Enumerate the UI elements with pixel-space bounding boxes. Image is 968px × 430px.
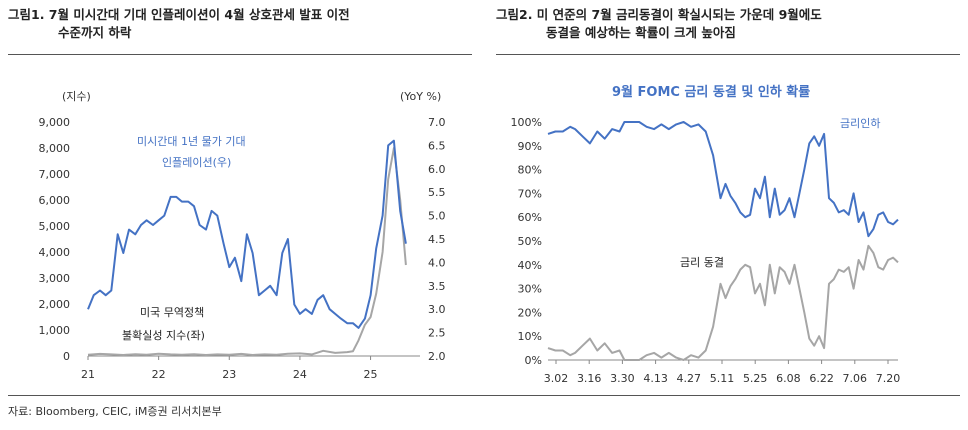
chart2-title: 그림2. 미 연준의 7월 금리동결이 확실시되는 가운데 9월에도 동결을 예… bbox=[496, 6, 822, 42]
chart2-x-tick-label: 7.20 bbox=[876, 372, 901, 385]
chart1-blue-annotation-line1: 미시간대 1년 물가 기대 bbox=[137, 135, 246, 148]
chart1-left-tick-label: 9,000 bbox=[39, 116, 71, 129]
chart2-y-tick-label: 70% bbox=[518, 187, 542, 200]
source-note: 자료: Bloomberg, CEIC, iM증권 리서치본부 bbox=[8, 405, 222, 418]
chart2-cut-annotation: 금리인하 bbox=[840, 116, 880, 130]
chart2-y-tick-label: 40% bbox=[518, 259, 542, 272]
chart1-right-tick-label: 2.0 bbox=[428, 350, 446, 363]
chart2-title-line2: 동결을 예상하는 확률이 크게 높아짐 bbox=[546, 25, 736, 40]
chart1-x-tick-label: 21 bbox=[81, 368, 95, 381]
chart1-gray-annotation-line2: 불확실성 지수(좌) bbox=[122, 329, 205, 342]
chart1-right-tick-label: 6.0 bbox=[428, 163, 446, 176]
chart1-right-tick-label: 5.0 bbox=[428, 210, 446, 223]
chart1-left-tick-label: 6,000 bbox=[39, 194, 71, 207]
chart1-title-line1: 그림1. 7월 미시간대 기대 인플레이션이 4월 상호관세 발표 이전 bbox=[8, 7, 350, 22]
chart2-y-tick-label: 90% bbox=[518, 140, 542, 153]
chart2-x-tick-label: 3.16 bbox=[577, 372, 602, 385]
chart2-y-tick-label: 0% bbox=[525, 354, 542, 367]
chart2-y-tick-label: 10% bbox=[518, 330, 542, 343]
chart2-plot-title: 9월 FOMC 금리 동결 및 인하 확률 bbox=[612, 84, 810, 100]
chart1-left-tick-label: 2,000 bbox=[39, 298, 71, 311]
chart1-gray-annotation-line1: 미국 무역정책 bbox=[140, 306, 204, 319]
chart2-hold-annotation: 금리 동결 bbox=[680, 256, 724, 269]
chart1-left-tick-label: 1,000 bbox=[39, 324, 71, 337]
chart1-right-tick-label: 4.5 bbox=[428, 233, 446, 246]
chart1-right-tick-label: 3.0 bbox=[428, 303, 446, 316]
chart1-right-tick-label: 2.5 bbox=[428, 327, 446, 340]
chart1-title-rule bbox=[8, 54, 472, 55]
chart2-y-tick-label: 50% bbox=[518, 235, 542, 248]
chart2-y-tick-label: 60% bbox=[518, 211, 542, 224]
chart2-x-tick-label: 3.30 bbox=[610, 372, 635, 385]
chart1-x-tick-label: 22 bbox=[152, 368, 166, 381]
chart1-left-tick-label: 4,000 bbox=[39, 246, 71, 259]
chart2-x-tick-label: 6.08 bbox=[776, 372, 801, 385]
chart1-trade-uncertainty-line bbox=[87, 147, 407, 356]
chart2-y-tick-label: 30% bbox=[518, 283, 542, 296]
footer-rule bbox=[8, 395, 960, 396]
chart1-title-line2: 수준까지 하락 bbox=[58, 25, 132, 40]
chart2-x-tick-label: 7.06 bbox=[843, 372, 868, 385]
chart2-y-tick-label: 20% bbox=[518, 306, 542, 319]
chart1-right-tick-label: 7.0 bbox=[428, 116, 446, 129]
chart2-x-tick-label: 5.25 bbox=[743, 372, 768, 385]
chart1-right-tick-label: 3.5 bbox=[428, 280, 446, 293]
chart2-rate-hold-line bbox=[547, 244, 899, 361]
chart1-title: 그림1. 7월 미시간대 기대 인플레이션이 4월 상호관세 발표 이전 수준까… bbox=[8, 6, 350, 42]
chart1-x-tick-label: 23 bbox=[222, 368, 236, 381]
chart2-y-tick-label: 100% bbox=[511, 116, 542, 129]
chart2-y-tick-label: 80% bbox=[518, 164, 542, 177]
chart1-left-tick-label: 7,000 bbox=[39, 168, 71, 181]
chart1-left-tick-label: 8,000 bbox=[39, 142, 71, 155]
chart1-x-tick-label: 25 bbox=[364, 368, 378, 381]
chart2-title-rule bbox=[496, 54, 960, 55]
chart1-inflation-expectation-line bbox=[87, 139, 407, 329]
chart2-x-tick-label: 5.11 bbox=[710, 372, 735, 385]
chart2-x-tick-label: 4.27 bbox=[677, 372, 702, 385]
chart1-right-tick-label: 6.5 bbox=[428, 139, 446, 152]
chart2-x-tick-label: 6.22 bbox=[809, 372, 834, 385]
chart1-left-tick-label: 3,000 bbox=[39, 272, 71, 285]
chart2-rate-cut-line bbox=[547, 121, 899, 238]
chart1-right-axis-label: (YoY %) bbox=[400, 90, 441, 103]
chart2-x-tick-label: 4.13 bbox=[643, 372, 668, 385]
chart1-right-tick-label: 4.0 bbox=[428, 256, 446, 269]
chart2-x-tick-label: 3.02 bbox=[544, 372, 569, 385]
chart2-title-line1: 그림2. 미 연준의 7월 금리동결이 확실시되는 가운데 9월에도 bbox=[496, 7, 822, 22]
chart1-x-tick-label: 24 bbox=[293, 368, 307, 381]
chart1-left-axis-label: (지수) bbox=[62, 90, 91, 103]
chart1-left-tick-label: 5,000 bbox=[39, 220, 71, 233]
chart1-blue-annotation-line2: 인플레이션(우) bbox=[162, 156, 231, 169]
chart1-left-tick-label: 0 bbox=[63, 350, 70, 363]
chart1-right-tick-label: 5.5 bbox=[428, 186, 446, 199]
